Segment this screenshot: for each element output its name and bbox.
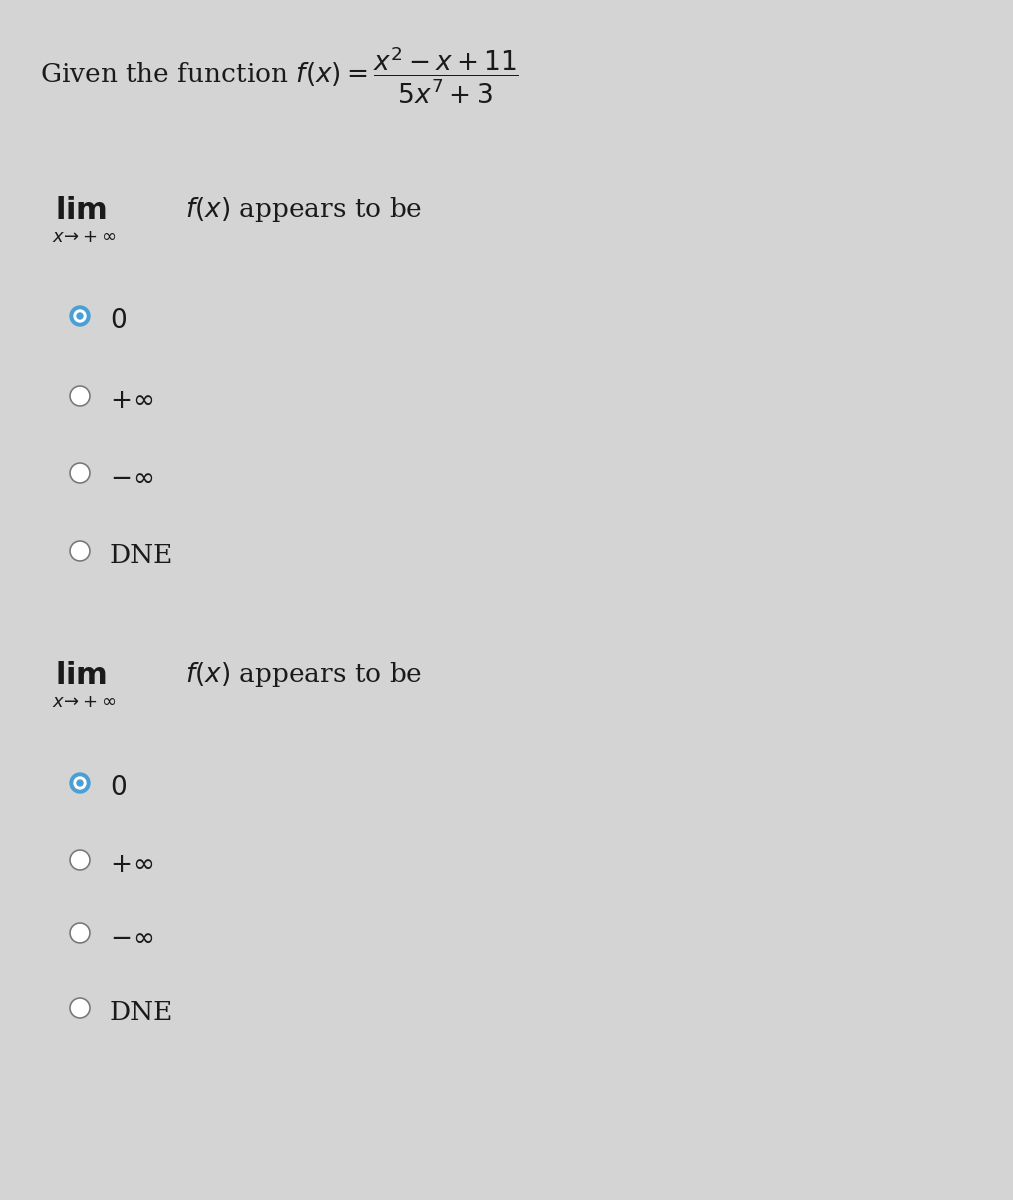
Text: $+\infty$: $+\infty$ [110,388,153,413]
Text: DNE: DNE [110,1000,173,1025]
Text: $\mathbf{lim}$: $\mathbf{lim}$ [55,660,107,691]
Text: $+\infty$: $+\infty$ [110,852,153,877]
Circle shape [70,773,90,793]
Text: $x \!\to\! +\infty$: $x \!\to\! +\infty$ [52,228,116,246]
Text: $x \!\to\! +\infty$: $x \!\to\! +\infty$ [52,692,116,710]
Circle shape [70,306,90,326]
Circle shape [77,313,83,319]
Circle shape [74,310,86,322]
Circle shape [70,850,90,870]
Circle shape [74,778,86,790]
Text: $f(x)$ appears to be: $f(x)$ appears to be [185,660,422,689]
Circle shape [70,998,90,1018]
Text: Given the function $f(x) = \dfrac{x^2 - x + 11}{5x^7 + 3}$: Given the function $f(x) = \dfrac{x^2 - … [40,44,519,107]
Circle shape [70,923,90,943]
Circle shape [70,463,90,482]
Text: $-\infty$: $-\infty$ [110,925,153,950]
Text: DNE: DNE [110,542,173,568]
Text: $f(x)$ appears to be: $f(x)$ appears to be [185,194,422,224]
Text: $0$: $0$ [110,308,127,332]
Text: $0$: $0$ [110,775,127,800]
Text: $\mathbf{lim}$: $\mathbf{lim}$ [55,194,107,226]
Circle shape [70,541,90,560]
Circle shape [77,780,83,786]
Circle shape [70,386,90,406]
Text: $-\infty$: $-\infty$ [110,464,153,490]
